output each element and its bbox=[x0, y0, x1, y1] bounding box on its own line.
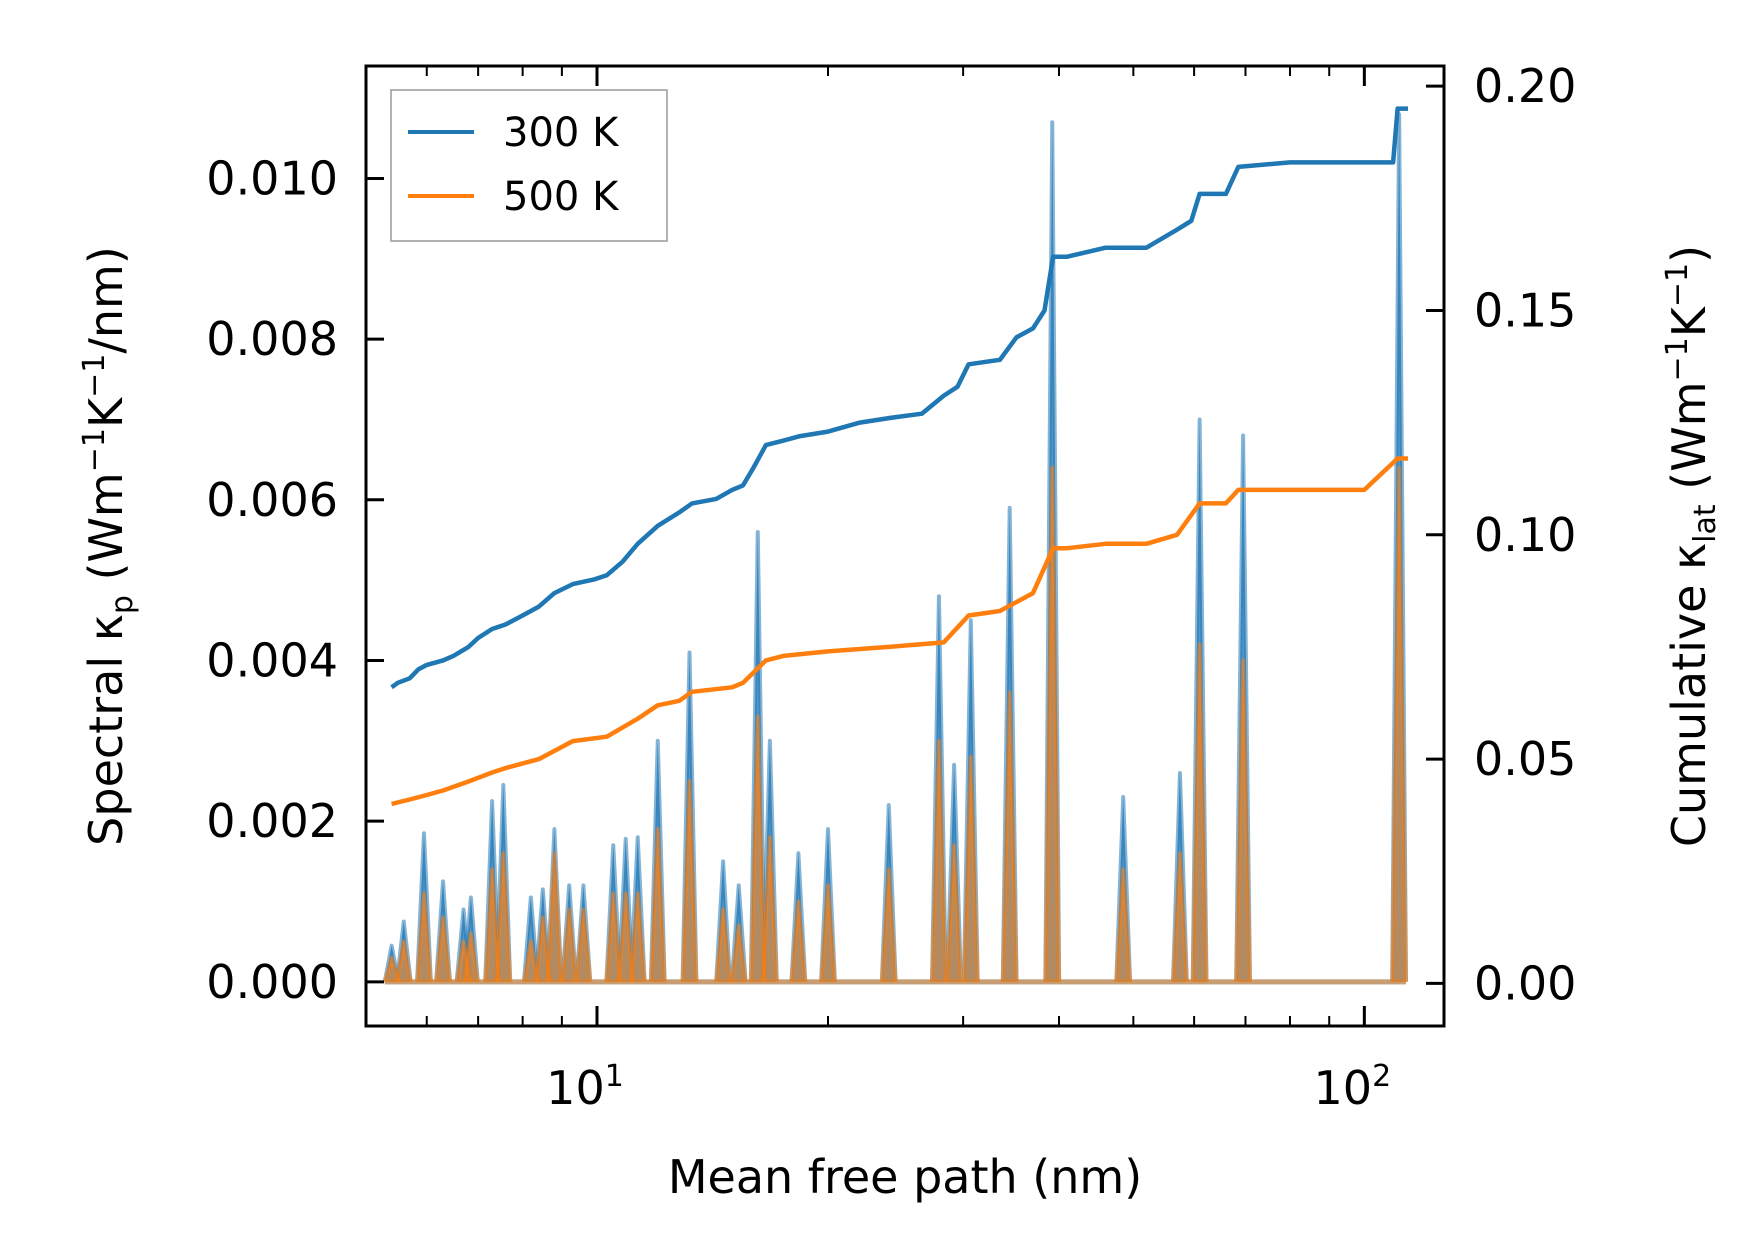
right-y-tick-label-3: 0.15 bbox=[1474, 283, 1576, 337]
500-k-spectral-peak-edge-29 bbox=[1043, 465, 1062, 982]
500-k-spectral-peak-edge-22 bbox=[789, 899, 808, 982]
500-k-spectral-peak-edge-16 bbox=[648, 827, 667, 982]
left-y-tick-label-3: 0.006 bbox=[206, 473, 338, 527]
right-y-tick-label-2: 0.10 bbox=[1474, 508, 1576, 562]
500-k-spectral-peak-edge-1 bbox=[394, 939, 413, 983]
500-k-spectral-peak-edge-26 bbox=[945, 843, 964, 982]
500-k-spectral-peak-edge-5 bbox=[462, 931, 480, 983]
500-k-spectral-peak-edge-24 bbox=[879, 867, 898, 982]
right-y-tick-label-0: 0.00 bbox=[1474, 956, 1576, 1010]
500-k-spectral-peak-edge-18 bbox=[714, 907, 733, 983]
500-k-spectral-peak-edge-33 bbox=[1234, 658, 1252, 982]
500-k-spectral-peak-edge-3 bbox=[434, 915, 452, 983]
500-k-spectral-peak-edge-25 bbox=[930, 738, 948, 982]
500-k-spectral-peak-edge-23 bbox=[819, 883, 837, 982]
500-k-cumulative-line bbox=[391, 456, 1408, 807]
left-y-tick-label-2: 0.004 bbox=[206, 633, 338, 687]
cumulative-series-group bbox=[390, 106, 1408, 807]
legend-label-500k: 500 K bbox=[503, 174, 620, 220]
500-k-spectral-peak-edge-10 bbox=[545, 851, 564, 982]
500-k-spectral-peak-edge-27 bbox=[961, 754, 980, 982]
500-k-spectral-peak-edge-19 bbox=[729, 923, 748, 983]
500-k-spectral-peak-edge-12 bbox=[574, 907, 593, 983]
500-k-spectral-peak-edge-21 bbox=[760, 835, 779, 982]
plot-frame bbox=[364, 64, 1446, 1028]
right-y-axis-title: Cumulative κlat (Wm−1K−1) bbox=[1660, 245, 1723, 847]
x-tick-label-0: 101 bbox=[546, 1059, 624, 1115]
legend-label-300k: 300 K bbox=[503, 110, 620, 156]
axis-ticks-group: 0.000 0.002 0.004 0.006 0.008 0.010 0.00 0.05 0.… bbox=[206, 59, 1576, 1115]
500-k-spectral-peak-edge-32 bbox=[1190, 642, 1209, 982]
500-k-spectral-peak-edge-30 bbox=[1114, 867, 1133, 982]
left-y-tick-label-1: 0.002 bbox=[206, 794, 338, 848]
500-k-spectral-peak-edge-14 bbox=[616, 891, 635, 982]
500-k-spectral-peak-edge-13 bbox=[604, 891, 623, 982]
500-k-spectral-peak-edge-17 bbox=[680, 778, 699, 982]
left-y-axis-title: Spectral κp (Wm−1K−1/nm) bbox=[77, 246, 140, 846]
right-y-tick-label-4: 0.20 bbox=[1474, 59, 1576, 113]
500-k-spectral-peak-edge-15 bbox=[628, 891, 647, 982]
500-k-spectral-peak-edge-28 bbox=[1000, 690, 1019, 982]
500-k-spectral-peak-edge-11 bbox=[560, 907, 579, 983]
x-axis-title: Mean free path (nm) bbox=[668, 1150, 1142, 1204]
500-k-spectral-peak-edge-31 bbox=[1171, 851, 1189, 982]
500-k-spectral-peak-edge-20 bbox=[748, 714, 767, 982]
left-y-tick-label-0: 0.000 bbox=[206, 955, 338, 1009]
legend: 300 K 500 K bbox=[390, 89, 668, 242]
300-k-spectral-peak-edge-8 bbox=[521, 895, 540, 982]
legend-frame bbox=[390, 89, 668, 242]
300-k-cumulative-line bbox=[390, 106, 1408, 690]
right-y-tick-label-1: 0.05 bbox=[1474, 732, 1576, 786]
x-tick-label-1: 102 bbox=[1314, 1059, 1392, 1115]
500-k-spectral-peak-edge-2 bbox=[415, 891, 433, 982]
spectral-series-group bbox=[382, 112, 1409, 985]
500-k-spectral-peak-edge-7 bbox=[494, 851, 513, 982]
left-y-tick-label-4: 0.008 bbox=[206, 312, 338, 366]
left-y-tick-label-5: 0.010 bbox=[206, 151, 338, 205]
500-k-spectral-peak-edge-34 bbox=[1390, 465, 1409, 982]
